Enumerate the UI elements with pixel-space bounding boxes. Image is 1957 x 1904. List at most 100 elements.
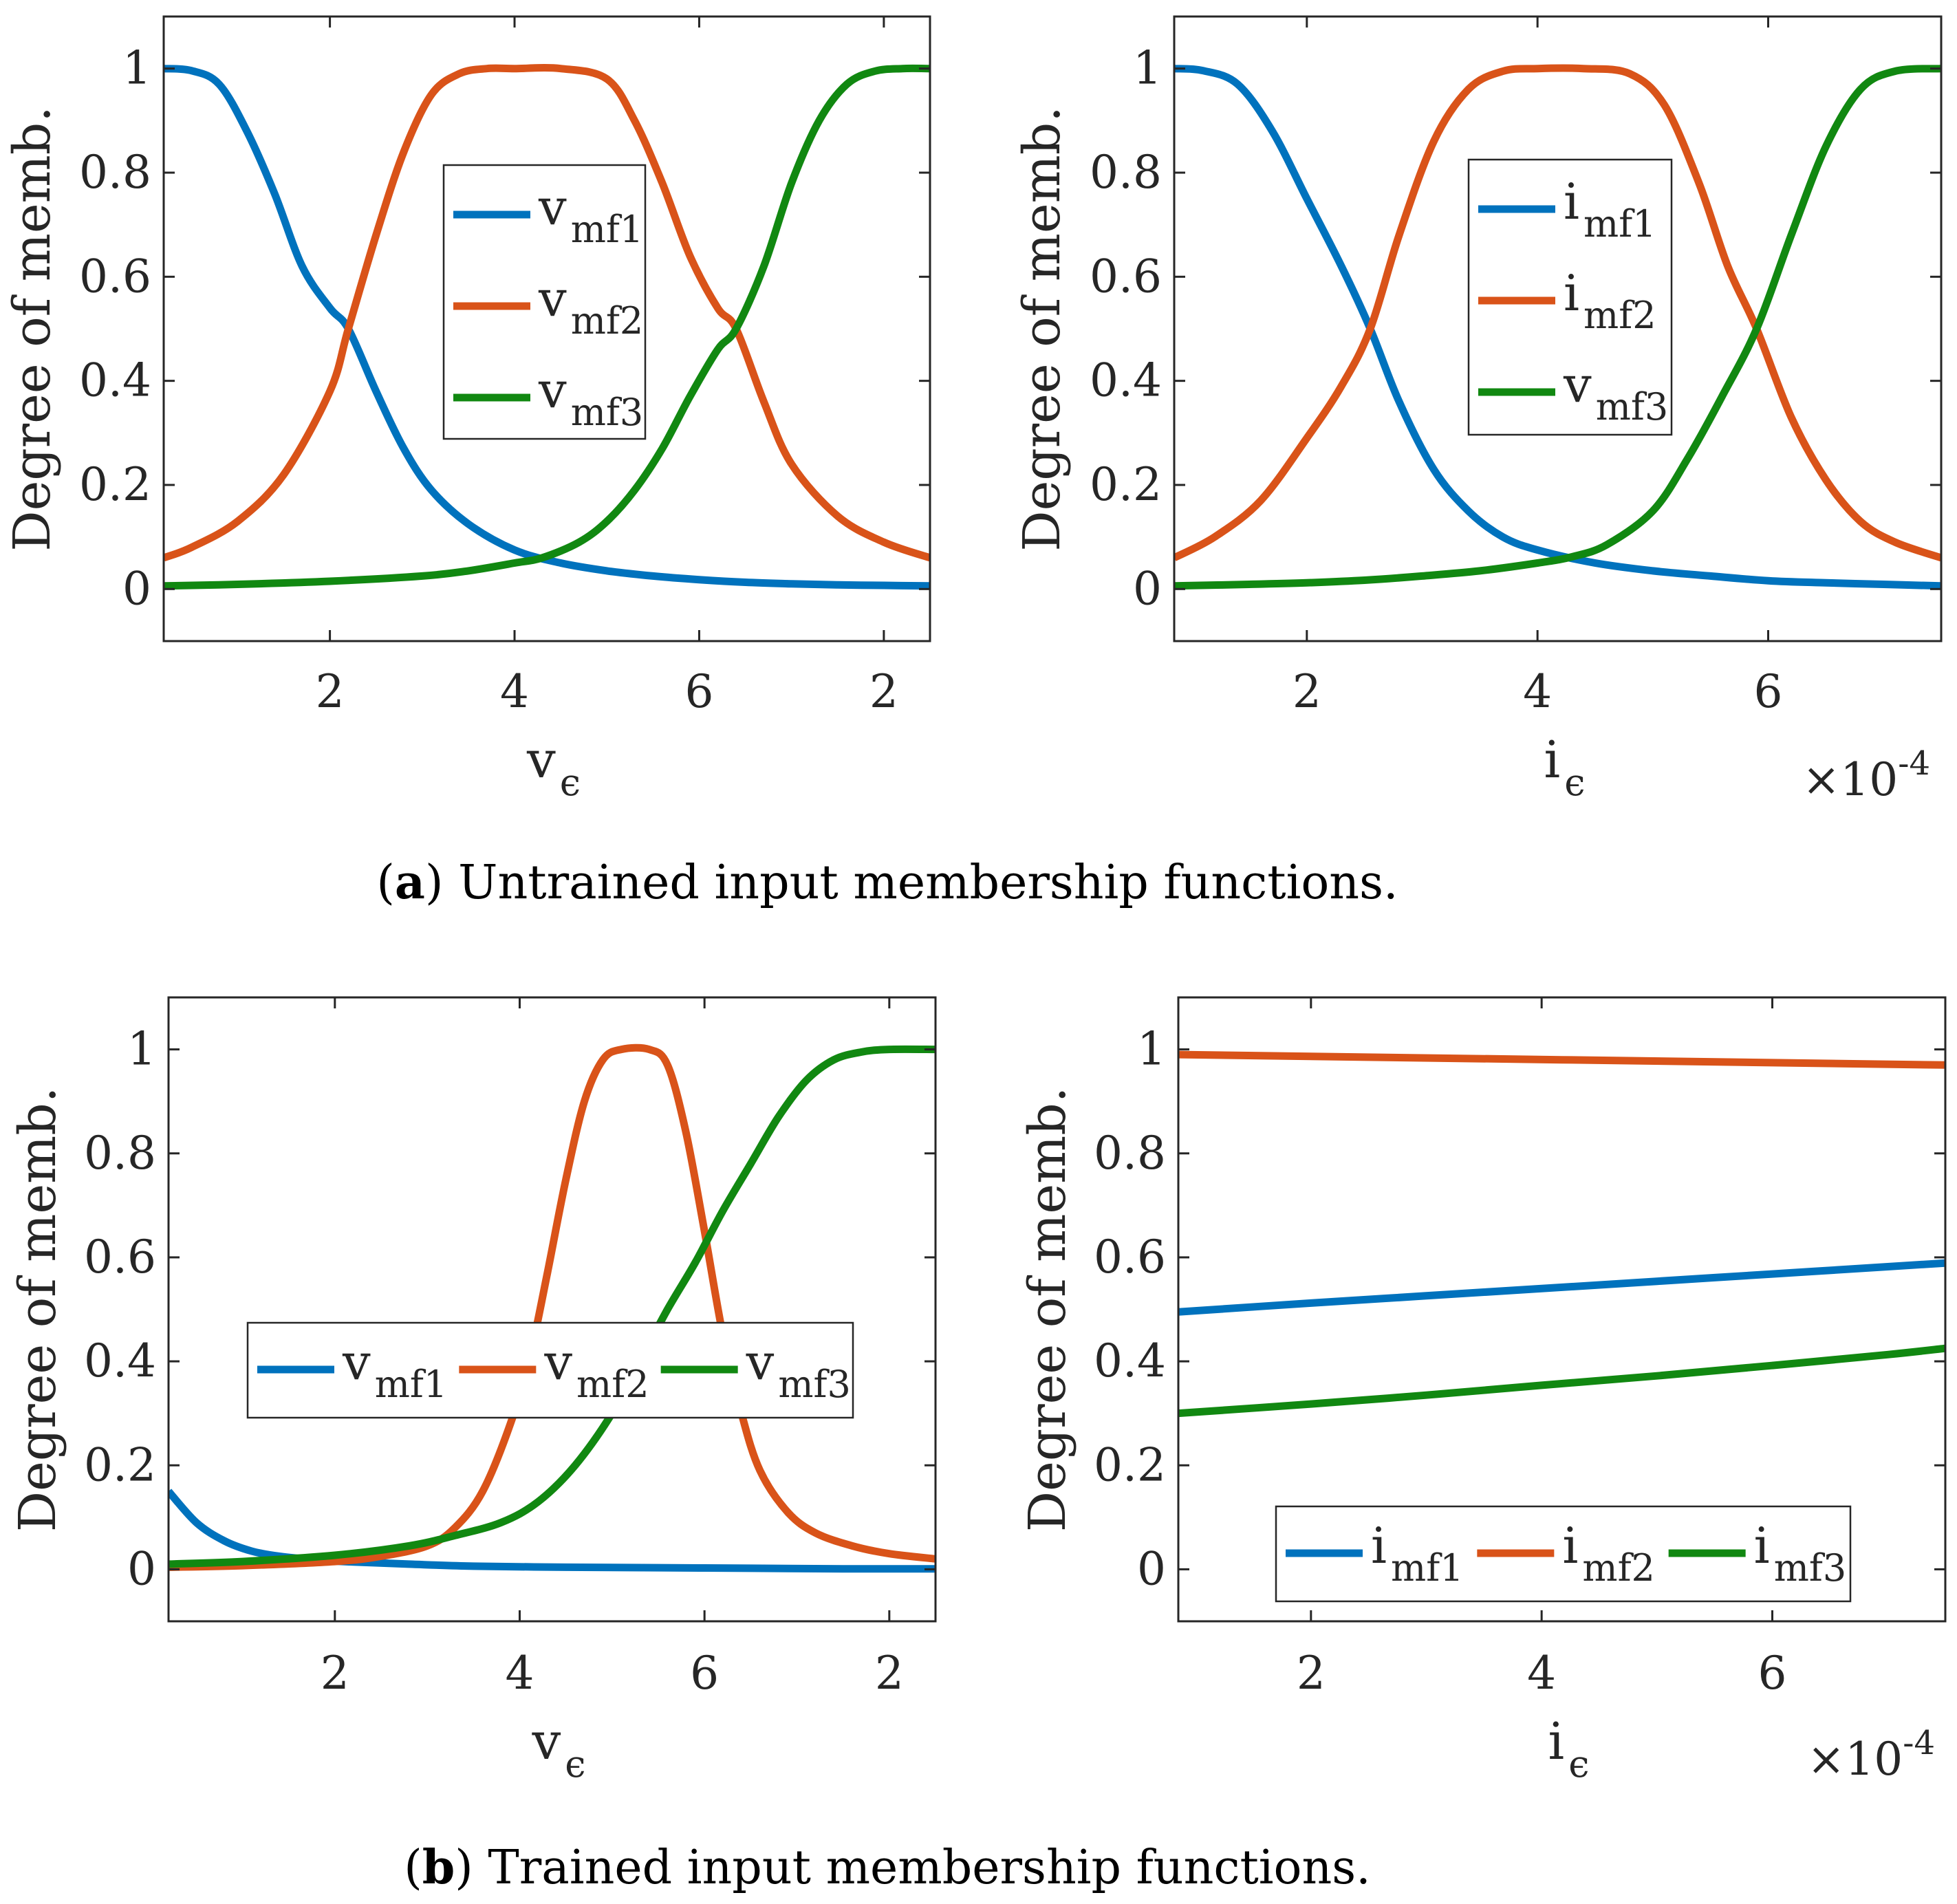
legend-label-mf3-sub: mf3 — [1774, 1546, 1847, 1590]
legend-label-mf3: v mf3 — [1563, 356, 1668, 429]
x-axis-label-sub: ϵ — [1564, 761, 1585, 804]
y-tick-label: 0 — [127, 1542, 156, 1595]
x-tick-label: 2 — [1293, 665, 1321, 718]
plot-frame — [1173, 15, 1943, 642]
legend-box — [442, 164, 647, 440]
series-line-mf3 — [1178, 1344, 1945, 1418]
legend-label-mf2: v mf2 — [538, 270, 643, 343]
y-tick-label: 0.6 — [1094, 1231, 1166, 1284]
x-tick-label: 4 — [1523, 665, 1552, 718]
y-tick-label: 0.6 — [79, 250, 151, 303]
x-axis-label-main: i — [1544, 731, 1561, 790]
legend-label-mf1-main: i — [1371, 1517, 1387, 1575]
y-tick-label: 0.8 — [84, 1127, 156, 1180]
legend: i mf1 i mf2 i mf3 — [1275, 1505, 1852, 1603]
series-line-mf1 — [164, 65, 930, 590]
y-tick-label: 0.2 — [1090, 458, 1162, 511]
legend-box — [1275, 1505, 1852, 1603]
legend-label-mf3-sub: mf3 — [778, 1363, 851, 1406]
legend-label-mf3-main: i — [1754, 1517, 1770, 1575]
y-tick-label: 1 — [1133, 42, 1162, 95]
x-axis-label-sub: ϵ — [560, 761, 581, 804]
x-tick-label: 4 — [505, 1647, 534, 1700]
legend-label-mf2-main: i — [1564, 264, 1579, 322]
legend-label-mf3-sub: mf3 — [571, 391, 644, 434]
y-axis-label: Degree of memb. — [8, 1087, 67, 1532]
y-tick-label: 0.6 — [1090, 250, 1162, 303]
series-line-mf1 — [1178, 1259, 1945, 1316]
x-tick-label: 2 — [869, 665, 898, 718]
x-tick-label: 4 — [500, 665, 529, 718]
x-tick-label: 2 — [1297, 1647, 1326, 1700]
y-tick-label: 0 — [1133, 562, 1162, 615]
legend-label-mf1-sub: mf1 — [571, 208, 644, 251]
y-axis-label: Degree of memb. — [3, 106, 62, 551]
series-line-mf3 — [1174, 65, 1941, 590]
y-tick-label: 0.6 — [84, 1231, 156, 1284]
series-line-mf2 — [1178, 1050, 1945, 1069]
x-exponent-power: -4 — [1903, 1724, 1935, 1762]
legend-label-mf1-sub: mf1 — [1583, 202, 1656, 246]
y-axis-label: Degree of memb. — [1018, 1087, 1077, 1532]
legend-label-mf3-main: v — [746, 1333, 775, 1391]
y-tick-label: 0.8 — [1094, 1127, 1166, 1180]
legend: i mf1 i mf2 v mf3 — [1467, 158, 1673, 436]
x-tick-label: 2 — [321, 1647, 349, 1700]
series-group — [1174, 64, 1941, 590]
series-line-mf2 — [164, 64, 930, 562]
legend-label-mf2: i mf2 — [1562, 1517, 1655, 1590]
y-tick-label: 0 — [122, 562, 151, 615]
series-line-mf1 — [169, 1489, 936, 1573]
legend-label-mf2: v mf2 — [543, 1333, 649, 1406]
x-exponent-label: ×10-4 — [1807, 1724, 1935, 1786]
y-tick-label: 0.4 — [84, 1334, 156, 1387]
x-axis-label-main: i — [1548, 1712, 1565, 1771]
legend-label-mf2-sub: mf2 — [576, 1363, 649, 1406]
legend-label-mf2: i mf2 — [1564, 264, 1656, 337]
series-line-mf3 — [169, 1045, 936, 1568]
legend-label-mf1: v mf1 — [538, 178, 643, 251]
y-tick-label: 0.4 — [1090, 354, 1162, 407]
legend-label-mf2-sub: mf2 — [1583, 294, 1656, 337]
caption-a-text: Untrained input membership functions. — [458, 856, 1398, 910]
legend-label-mf3-main: v — [1563, 356, 1592, 413]
x-exponent-power: -4 — [1898, 744, 1930, 783]
legend-label-mf1: v mf1 — [342, 1333, 447, 1406]
legend-label-mf2-sub: mf2 — [1582, 1546, 1655, 1590]
x-axis-label-sub: ϵ — [1568, 1742, 1589, 1786]
legend-label-mf2-main: i — [1562, 1517, 1578, 1575]
y-tick-label: 0.2 — [1094, 1438, 1166, 1491]
series-group — [169, 1043, 936, 1573]
legend-label-mf2-sub: mf2 — [571, 299, 644, 343]
legend-label-mf1: i mf1 — [1564, 173, 1656, 246]
y-tick-label: 0.8 — [79, 146, 151, 199]
legend-label-mf1: i mf1 — [1371, 1517, 1464, 1590]
x-tick-label: 6 — [684, 665, 713, 718]
caption-b-text: Trained input membership functions. — [488, 1841, 1370, 1895]
series-line-mf3 — [164, 64, 930, 590]
x-tick-label: 6 — [690, 1647, 719, 1700]
y-tick-label: 0.4 — [1094, 1334, 1166, 1387]
y-tick-label: 0.2 — [79, 458, 151, 511]
x-tick-label: 2 — [875, 1647, 904, 1700]
x-axis-label-main: v — [526, 731, 556, 790]
caption-b: (b) Trained input membership functions. — [404, 1840, 1371, 1895]
y-tick-label: 1 — [127, 1023, 156, 1076]
y-tick-label: 0.8 — [1090, 146, 1162, 199]
series-line-mf1 — [1174, 65, 1941, 590]
x-exponent-label: ×10-4 — [1802, 744, 1930, 806]
x-tick-label: 6 — [1753, 665, 1782, 718]
caption-b-letter: b — [422, 1840, 455, 1895]
x-tick-label: 2 — [316, 665, 345, 718]
legend-label-mf3-main: v — [538, 361, 567, 419]
x-axis-label-main: v — [531, 1712, 561, 1771]
legend-label-mf1-sub: mf1 — [375, 1363, 448, 1406]
x-exponent-base: ×10 — [1802, 753, 1898, 806]
legend-label-mf3-sub: mf3 — [1596, 385, 1669, 429]
x-tick-label: 6 — [1758, 1647, 1786, 1700]
